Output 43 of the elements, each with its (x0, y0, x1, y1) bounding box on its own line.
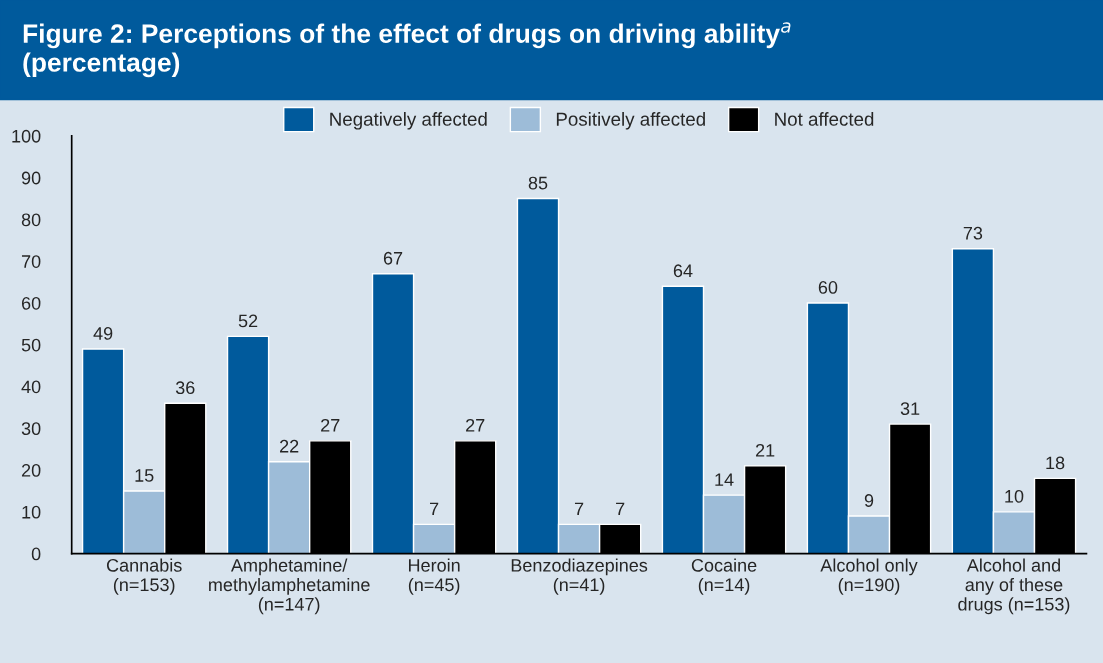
y-tick-label: 60 (21, 296, 41, 310)
legend-label: Negatively affected (330, 112, 487, 130)
data-label: 21 (755, 443, 775, 457)
data-label: 31 (900, 402, 920, 415)
chart-title: Figure 2: Perceptions of the effect of drugs on driving ability$^{a}$ (percentage) (23, 22, 791, 78)
data-label: 10 (1005, 489, 1024, 503)
data-label: 73 (963, 226, 983, 240)
data-label: 14 (715, 473, 734, 486)
y-tick-label: 20 (21, 464, 41, 477)
data-label: 7 (574, 502, 584, 516)
y-tick-label: 0 (31, 547, 41, 561)
data-label: 60 (818, 281, 838, 294)
x-tick-label: Cocaine (n=14) (691, 558, 757, 595)
y-tick-label: 10 (22, 505, 41, 519)
legend-label: Positively affected (556, 112, 705, 130)
y-tick-label: 90 (21, 171, 41, 185)
y-tick-label: 100 (12, 129, 41, 143)
data-label: 7 (430, 502, 439, 516)
legend-label: Not affected (775, 112, 874, 126)
data-label: 15 (135, 469, 154, 482)
data-label: 18 (1046, 456, 1065, 470)
x-tick-label: Heroin (n=45) (408, 558, 460, 595)
data-label: 27 (321, 418, 340, 432)
x-tick-label: Amphetamine/ methylamphetamine (n=147) (209, 558, 370, 615)
data-label: 7 (616, 502, 625, 516)
y-tick-label: 40 (21, 380, 41, 394)
data-label: 36 (175, 381, 195, 395)
x-tick-label: Alcohol only (n=190) (820, 558, 918, 595)
data-label: 52 (238, 314, 258, 328)
data-label: 85 (528, 176, 548, 190)
x-tick-label: Benzodiazepines (n=41) (511, 558, 648, 595)
x-tick-label: Cannabis (n=153) (106, 558, 182, 595)
y-tick-label: 80 (21, 213, 41, 227)
data-label: 27 (466, 418, 485, 432)
x-tick-label: Alcohol and any of these drugs (n=153) (958, 558, 1070, 615)
data-label: 22 (280, 439, 299, 453)
data-label: 67 (383, 251, 403, 265)
y-tick-label: 50 (21, 338, 41, 352)
data-label: 9 (864, 494, 874, 507)
y-tick-label: 30 (21, 422, 41, 436)
data-label: 64 (673, 264, 693, 278)
y-tick-label: 70 (21, 255, 41, 268)
data-label: 49 (93, 327, 113, 340)
